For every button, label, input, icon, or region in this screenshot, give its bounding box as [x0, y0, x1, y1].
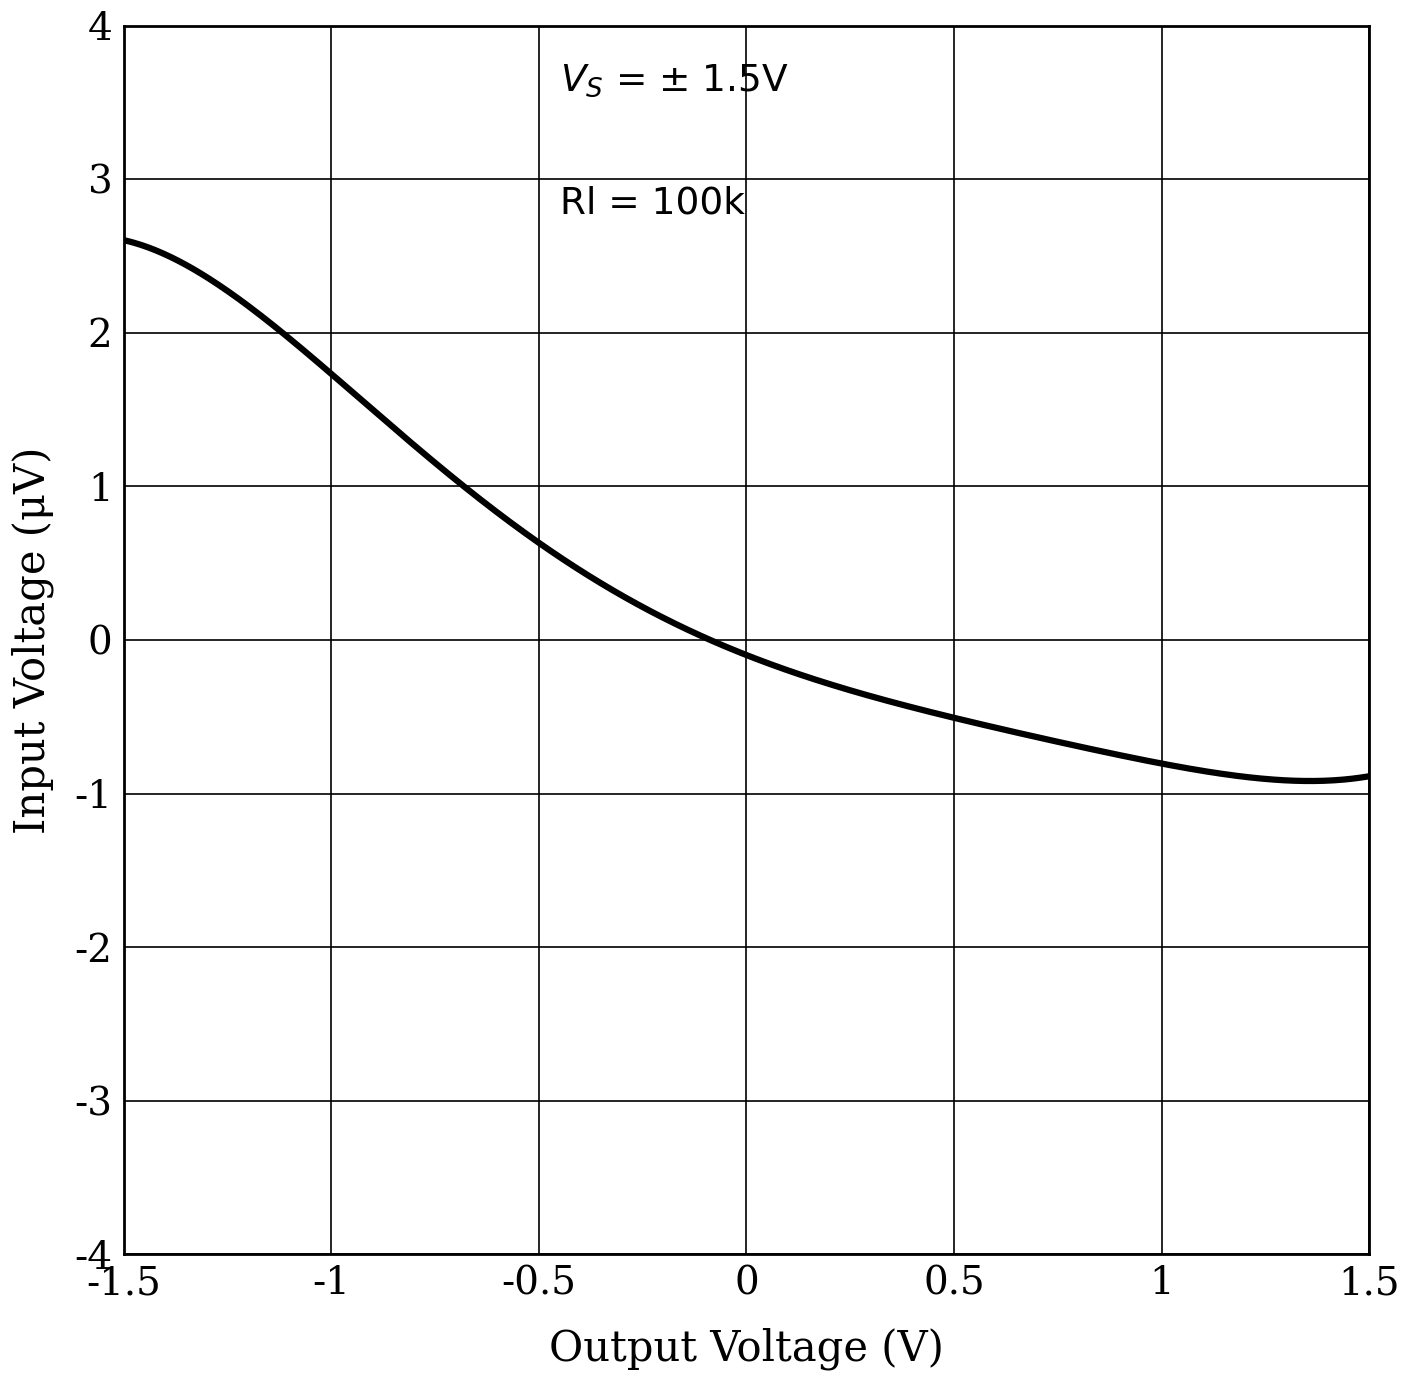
X-axis label: Output Voltage (V): Output Voltage (V)	[549, 1327, 944, 1370]
Text: Rl = 100k: Rl = 100k	[560, 185, 745, 221]
Y-axis label: Input Voltage (μV): Input Voltage (μV)	[11, 446, 54, 834]
Text: $V_S$ = ± 1.5V: $V_S$ = ± 1.5V	[560, 62, 789, 99]
